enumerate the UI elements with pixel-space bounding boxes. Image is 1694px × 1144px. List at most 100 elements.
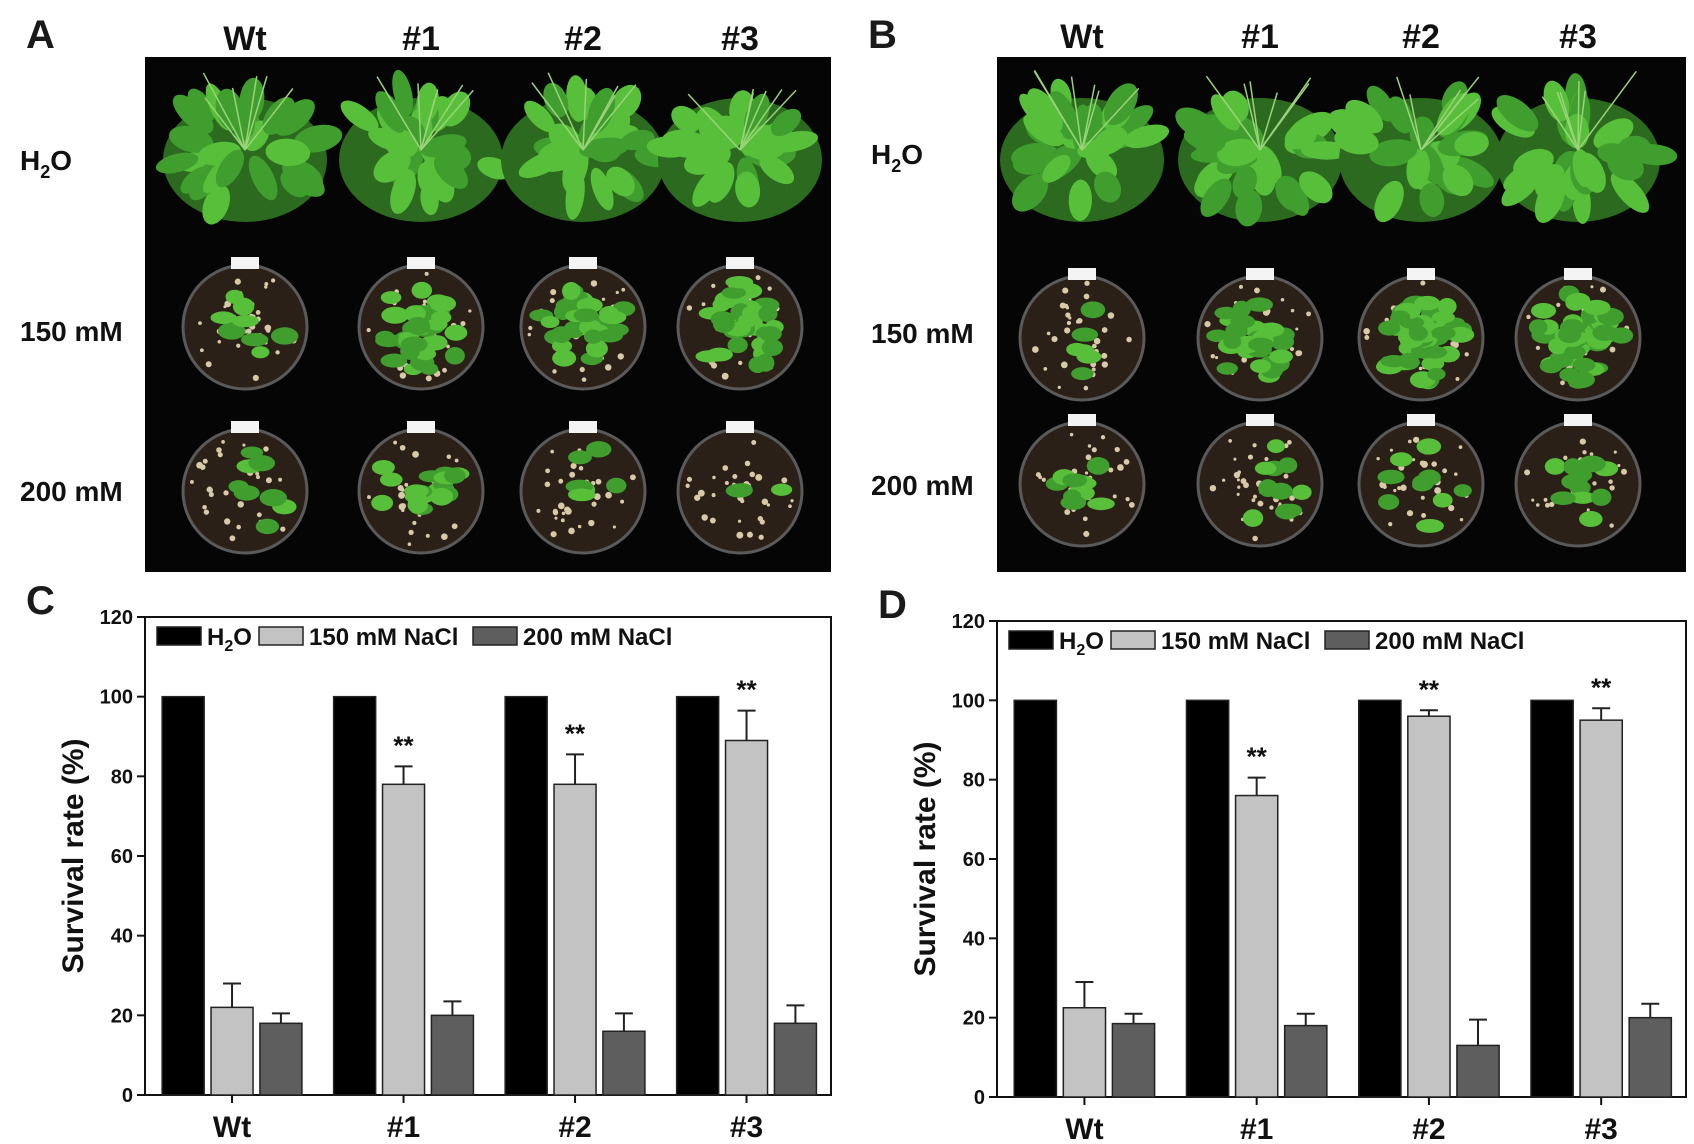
- seedling-leaf: [1073, 344, 1095, 358]
- soil-grain: [1544, 502, 1550, 508]
- soil-grain: [564, 507, 572, 515]
- photo-a-row-200: 200 mM: [20, 476, 123, 507]
- soil-grain: [424, 271, 429, 276]
- y-tick-label: 0: [974, 1087, 985, 1109]
- bar-1-0: [210, 1006, 254, 1096]
- soil-grain: [1238, 284, 1243, 289]
- pot-tag: [1068, 414, 1096, 426]
- flower-stem: [739, 90, 767, 151]
- seedling-leaf: [380, 291, 402, 304]
- seedling-leaf: [1564, 345, 1586, 360]
- soil-grain: [1236, 492, 1240, 496]
- y-tick-label: 100: [952, 690, 985, 712]
- h2o-leaf: [705, 165, 733, 202]
- flower-stem: [739, 89, 797, 151]
- soil-grain: [440, 533, 448, 541]
- h2o-leaf: [1597, 143, 1632, 165]
- seedling-leaf: [1086, 457, 1110, 475]
- h2o-leaf: [740, 124, 778, 156]
- soil-grain: [1063, 303, 1069, 309]
- seedling-leaf: [1558, 326, 1582, 344]
- y-tick-label: 80: [963, 770, 985, 792]
- legend-swatch-1: [258, 626, 304, 646]
- soil-grain: [736, 531, 744, 539]
- soil-grain: [1458, 445, 1463, 449]
- seedling-leaf: [270, 327, 299, 345]
- legend-label-2: 200 mM NaCl: [1375, 628, 1524, 655]
- soil-grain: [1549, 501, 1555, 508]
- legend-swatch-2: [472, 626, 518, 646]
- soil-grain: [701, 514, 708, 521]
- flower-stem: [687, 93, 741, 151]
- bar-0-3: [1530, 699, 1574, 1098]
- soil-grain: [221, 440, 225, 444]
- soil-grain: [1560, 380, 1565, 386]
- soil-grain: [1101, 327, 1108, 333]
- seedling-leaf: [1216, 362, 1238, 375]
- seedling-leaf: [1245, 297, 1274, 312]
- h2o-leaf: [390, 169, 416, 214]
- soil-grain: [1420, 495, 1425, 500]
- bar-0-0: [1013, 699, 1058, 1098]
- photo-a-row-150: 150 mM: [20, 316, 123, 347]
- soil-grain: [1064, 509, 1071, 516]
- soil-grain: [1083, 385, 1089, 391]
- seedling-leaf: [695, 350, 724, 363]
- seedling-leaf: [748, 356, 767, 373]
- soil-grain: [1041, 477, 1046, 482]
- seedling-leaf: [444, 324, 468, 341]
- seedling-leaf: [551, 339, 573, 353]
- soil-grain: [558, 478, 564, 484]
- significance-mark: **: [1419, 674, 1440, 704]
- h2o-leaf: [735, 171, 761, 208]
- seedling-leaf: [1539, 358, 1563, 374]
- flower-stem: [231, 87, 246, 151]
- soil-grain: [561, 511, 566, 516]
- soil-grain: [1092, 343, 1097, 349]
- seedling-leaf: [1087, 497, 1115, 511]
- soil-grain: [234, 278, 241, 285]
- seedling-leaf: [1060, 495, 1087, 510]
- soil-grain: [1100, 435, 1106, 440]
- h2o-leaf: [1406, 148, 1431, 190]
- soil-grain: [590, 280, 598, 287]
- h2o-leaf: [1068, 179, 1092, 221]
- soil-grain: [1051, 336, 1058, 343]
- seedling-leaf: [759, 326, 782, 342]
- flower-stem: [739, 89, 783, 151]
- soil-grain: [1582, 450, 1587, 455]
- flower-stem: [1205, 75, 1261, 151]
- flower-stem: [1033, 70, 1083, 151]
- soil-grain: [412, 520, 417, 526]
- y-axis-label: Survival rate (%): [57, 738, 90, 973]
- h2o-leaf: [524, 100, 555, 133]
- seedling-leaf: [1223, 334, 1242, 349]
- soil-grain: [1613, 450, 1617, 454]
- seedling-leaf: [562, 282, 581, 300]
- flower-stem: [1243, 83, 1261, 151]
- soil-grain: [264, 281, 269, 286]
- h2o-leaf: [283, 163, 325, 197]
- seedling-leaf: [1422, 345, 1448, 359]
- bar-0-2: [504, 695, 548, 1096]
- pot-tag: [1564, 268, 1592, 280]
- soil-grain: [400, 487, 405, 492]
- soil-grain: [1418, 366, 1423, 371]
- seedling-leaf: [411, 281, 433, 299]
- soil-grain: [557, 502, 565, 510]
- soil-grain: [766, 503, 771, 507]
- flower-stem: [1081, 87, 1140, 151]
- soil-grain: [1076, 317, 1083, 324]
- seedling-leaf: [426, 335, 448, 350]
- seedling-leaf: [225, 289, 244, 304]
- soil-grain: [617, 353, 624, 360]
- flower-stem: [1259, 92, 1278, 151]
- pot-tag: [231, 257, 259, 269]
- soil-grain: [1306, 311, 1312, 317]
- pot-tag: [726, 421, 754, 433]
- soil-grain: [790, 499, 794, 503]
- soil-grain: [593, 493, 601, 501]
- seedling-leaf: [426, 318, 448, 331]
- h2o-leaf: [590, 167, 614, 211]
